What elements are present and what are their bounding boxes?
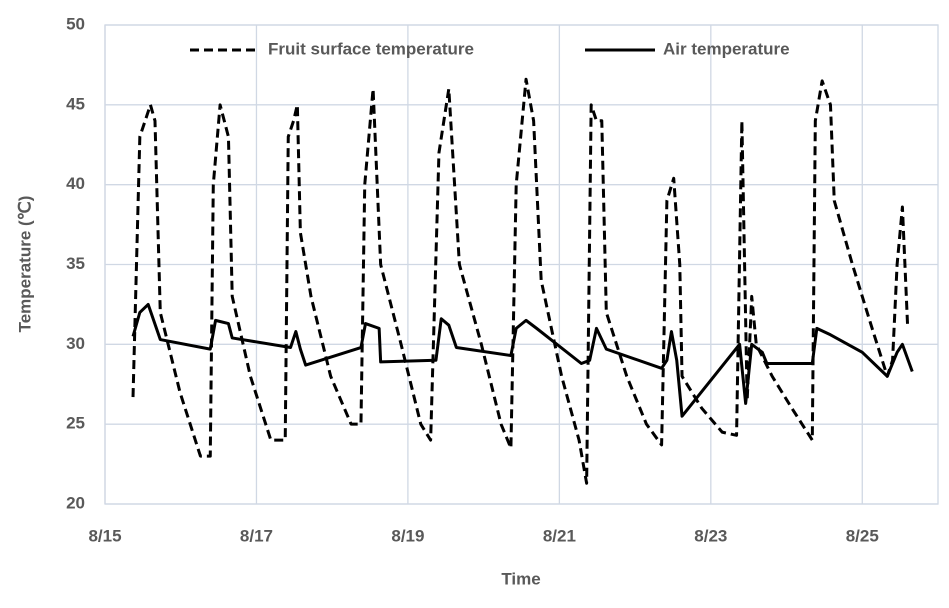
x-axis-title: Time: [501, 569, 540, 588]
legend-label: Air temperature: [663, 39, 790, 58]
plot-border: [104, 24, 939, 505]
x-tick-label: 8/21: [543, 526, 576, 545]
y-tick-label: 50: [66, 14, 85, 33]
y-tick-label: 45: [66, 94, 85, 113]
line-series: [131, 77, 910, 485]
x-tick-label: 8/23: [694, 526, 727, 545]
line-series: [131, 302, 914, 418]
x-tick-label: 8/19: [391, 526, 424, 545]
y-tick-label: 35: [66, 254, 85, 273]
x-tick-label: 8/25: [846, 526, 879, 545]
y-axis-title: Temperature (℃): [15, 196, 34, 333]
x-tick-label: 8/15: [88, 526, 121, 545]
y-tick-label: 40: [66, 174, 85, 193]
y-tick-label: 30: [66, 334, 85, 353]
x-tick-label: 8/17: [240, 526, 273, 545]
y-tick-label: 20: [66, 493, 85, 512]
legend-label: Fruit surface temperature: [268, 39, 474, 58]
y-tick-label: 25: [66, 414, 85, 433]
